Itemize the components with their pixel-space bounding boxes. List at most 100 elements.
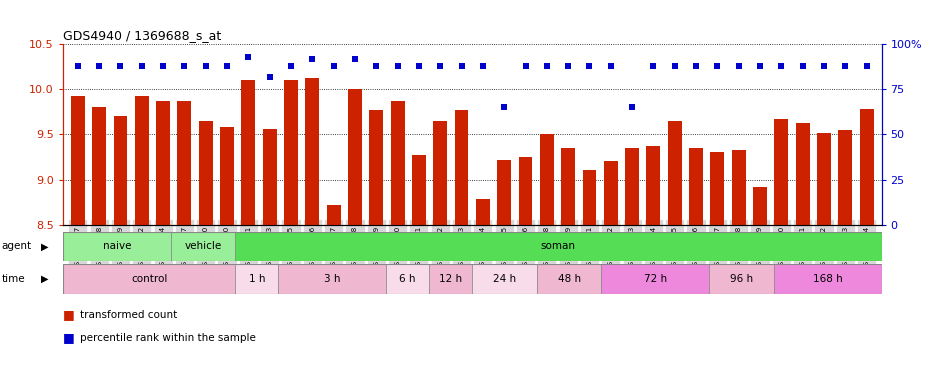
Bar — [235, 232, 882, 261]
Bar — [604, 162, 618, 225]
Point — [497, 104, 512, 110]
Bar — [601, 264, 709, 294]
Bar — [859, 109, 873, 225]
Point — [454, 63, 469, 69]
Bar — [278, 264, 386, 294]
Bar — [305, 78, 319, 225]
Text: 3 h: 3 h — [324, 274, 340, 284]
Bar — [473, 264, 536, 294]
Bar — [519, 157, 533, 225]
Bar — [114, 116, 128, 225]
Point — [859, 63, 874, 69]
Text: vehicle: vehicle — [184, 241, 222, 252]
Bar — [156, 101, 170, 225]
Point — [177, 63, 191, 69]
Point — [667, 63, 682, 69]
Bar — [220, 127, 234, 225]
Point — [582, 63, 597, 69]
Bar — [454, 110, 468, 225]
Bar — [390, 101, 404, 225]
Bar — [433, 121, 447, 225]
Point — [817, 63, 832, 69]
Text: 1 h: 1 h — [249, 274, 265, 284]
Bar — [71, 96, 85, 225]
Bar — [178, 101, 191, 225]
Point — [475, 63, 490, 69]
Bar — [348, 89, 362, 225]
Bar — [647, 146, 660, 225]
Point — [219, 63, 234, 69]
Bar — [327, 205, 340, 225]
Text: 6 h: 6 h — [400, 274, 416, 284]
Bar — [476, 199, 490, 225]
Bar — [170, 232, 235, 261]
Point — [518, 63, 533, 69]
Bar — [263, 129, 277, 225]
Bar — [63, 232, 170, 261]
Point — [92, 63, 106, 69]
Point — [624, 104, 639, 110]
Point — [539, 63, 554, 69]
Text: agent: agent — [2, 241, 32, 252]
Bar — [817, 132, 831, 225]
Bar — [540, 134, 554, 225]
Text: ▶: ▶ — [41, 241, 48, 252]
Bar — [199, 121, 213, 225]
Text: control: control — [130, 274, 167, 284]
Bar — [625, 148, 639, 225]
Text: 168 h: 168 h — [813, 274, 843, 284]
Bar — [774, 119, 788, 225]
Point — [348, 56, 363, 62]
Point — [113, 63, 128, 69]
Text: ■: ■ — [63, 308, 75, 321]
Point — [433, 63, 448, 69]
Point — [390, 63, 405, 69]
Text: 96 h: 96 h — [730, 274, 753, 284]
Point — [369, 63, 384, 69]
Bar — [241, 80, 255, 225]
Bar — [689, 148, 703, 225]
Point — [796, 63, 810, 69]
Text: 72 h: 72 h — [644, 274, 667, 284]
Bar — [235, 264, 278, 294]
Bar — [710, 152, 724, 225]
Point — [305, 56, 320, 62]
Point — [732, 63, 746, 69]
Bar — [774, 264, 882, 294]
Point — [561, 63, 575, 69]
Bar — [63, 264, 235, 294]
Text: 24 h: 24 h — [493, 274, 516, 284]
Point — [284, 63, 299, 69]
Text: 12 h: 12 h — [439, 274, 462, 284]
Bar — [536, 264, 601, 294]
Point — [134, 63, 149, 69]
Point — [646, 63, 660, 69]
Point — [412, 63, 426, 69]
Bar — [709, 264, 774, 294]
Text: GDS4940 / 1369688_s_at: GDS4940 / 1369688_s_at — [63, 28, 221, 41]
Text: naive: naive — [103, 241, 131, 252]
Text: transformed count: transformed count — [80, 310, 177, 320]
Bar — [668, 121, 682, 225]
Bar — [796, 122, 809, 225]
Point — [603, 63, 618, 69]
Bar — [135, 96, 149, 225]
Bar — [498, 160, 512, 225]
Point — [263, 74, 278, 80]
Bar — [838, 130, 852, 225]
Bar — [386, 264, 429, 294]
Bar — [753, 187, 767, 225]
Point — [198, 63, 213, 69]
Point — [70, 63, 85, 69]
Bar — [412, 155, 426, 225]
Point — [155, 63, 170, 69]
Bar — [561, 148, 575, 225]
Bar — [732, 150, 746, 225]
Point — [753, 63, 768, 69]
Point — [774, 63, 789, 69]
Bar — [92, 107, 106, 225]
Text: percentile rank within the sample: percentile rank within the sample — [80, 333, 255, 343]
Point — [710, 63, 725, 69]
Point — [241, 54, 256, 60]
Point — [688, 63, 703, 69]
